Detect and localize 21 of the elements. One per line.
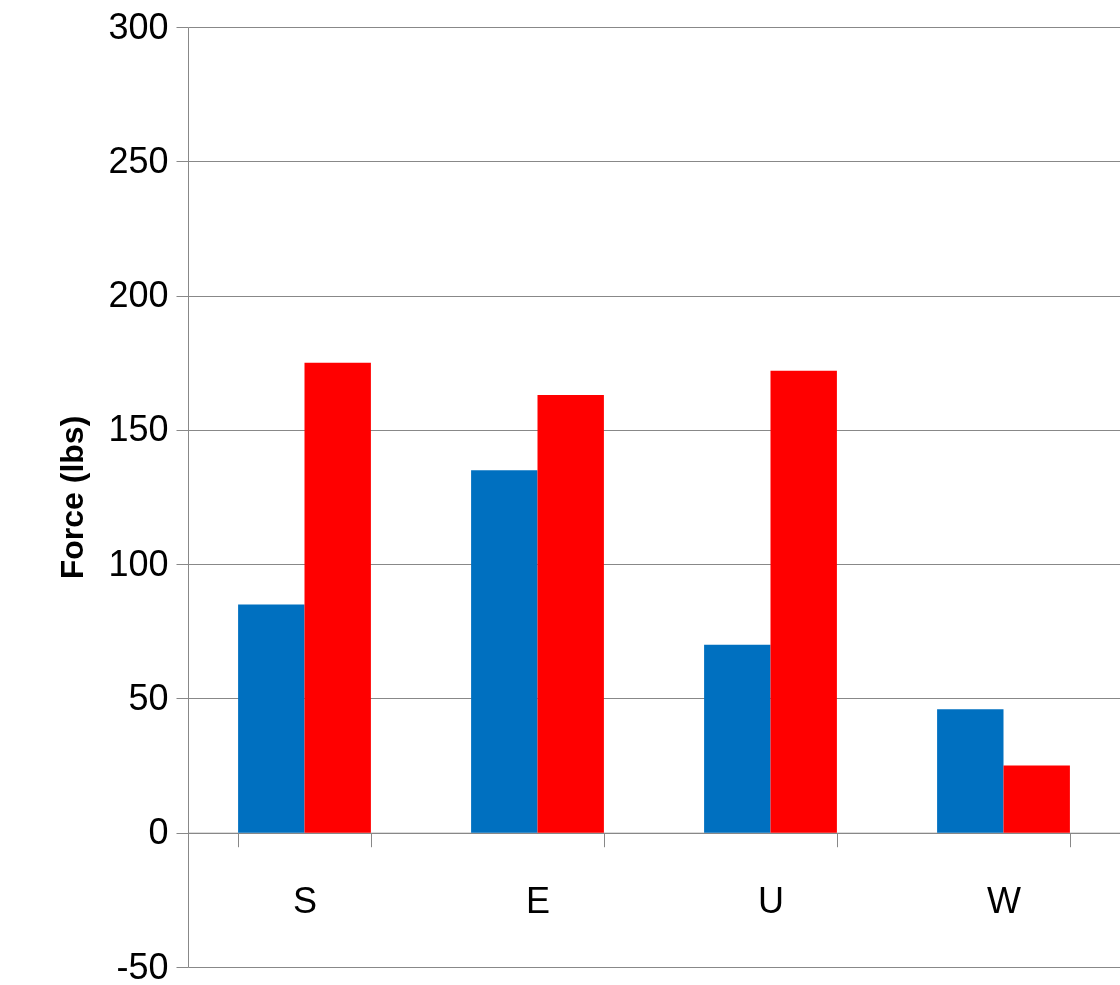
y-tick-label: 100 [108, 542, 169, 584]
bar [471, 470, 538, 833]
bar [304, 362, 371, 833]
y-axis-title: Force (lbs) [54, 415, 91, 580]
bar [537, 394, 604, 833]
bar [770, 370, 837, 833]
x-tick-label: E [525, 880, 551, 922]
bar [704, 644, 771, 833]
y-tick-label: -50 [116, 945, 169, 985]
y-tick-label: 0 [148, 811, 169, 853]
x-tick-label: S [292, 880, 318, 922]
y-tick-label: 250 [108, 139, 169, 181]
y-tick-label: 50 [128, 676, 169, 718]
bar [1003, 765, 1070, 833]
x-tick-label: W [987, 880, 1022, 922]
y-tick-label: 200 [108, 274, 169, 316]
x-tick-label: U [758, 880, 784, 922]
bar [937, 709, 1004, 833]
bar [238, 604, 305, 833]
y-tick-label: 150 [108, 408, 169, 450]
y-tick-label: 300 [108, 5, 169, 47]
